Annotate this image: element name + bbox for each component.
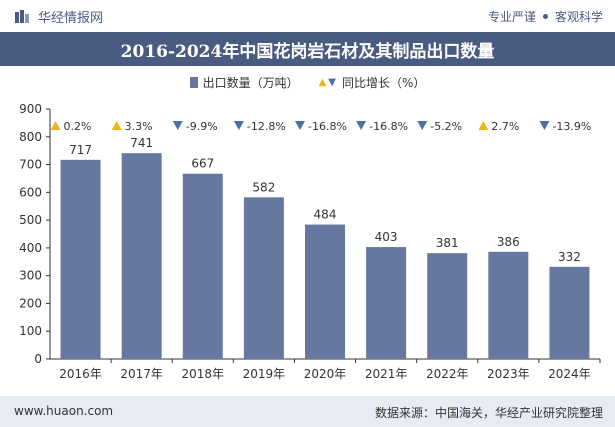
- bar-value-label: 484: [314, 208, 337, 222]
- bar-chart: 0 100 200 300 400 500 600 700 800 900 717 2016年 0.2%…: [19, 102, 601, 381]
- x-tick-label: 2019年: [243, 367, 286, 381]
- x-tick-label: 2023年: [487, 367, 530, 381]
- growth-label: 3.3%: [125, 120, 153, 133]
- y-tick-label: 400: [19, 241, 42, 255]
- growth-label: -16.8%: [308, 120, 347, 133]
- tagline-a: 专业严谨: [487, 10, 536, 24]
- legend: 出口数量（万吨） ▲ ▼ 同比增长（%）: [0, 72, 615, 92]
- growth-down-marker: [539, 121, 550, 130]
- growth-up-marker: [111, 121, 122, 130]
- x-tick-label: 2020年: [304, 367, 347, 381]
- chart-title: 2016-2024年中国花岗岩石材及其制品出口数量: [120, 41, 495, 62]
- growth-up-marker: [478, 121, 489, 130]
- bar-value-label: 667: [191, 157, 214, 171]
- growth-label: 2.7%: [491, 120, 519, 133]
- brand-logo-icon: [15, 9, 29, 23]
- legend-growth-label: 同比增长（%）: [342, 75, 426, 90]
- legend-bar-swatch: [189, 76, 198, 88]
- bar: [60, 159, 101, 359]
- x-tick-label: 2018年: [182, 367, 225, 381]
- legend-item-bar: 出口数量（万吨）: [189, 74, 299, 91]
- growth-down-marker: [233, 121, 244, 130]
- y-tick-label: 300: [19, 269, 42, 283]
- growth-up-marker: [50, 121, 61, 130]
- bar-value-label: 403: [375, 230, 398, 244]
- footer-website: www.huaon.com: [14, 404, 114, 418]
- y-tick-label: 700: [19, 158, 42, 172]
- y-tick-label: 900: [19, 102, 42, 116]
- x-tick-label: 2021年: [365, 367, 408, 381]
- bar: [243, 197, 284, 359]
- bar: [427, 253, 468, 359]
- y-tick-label: 800: [19, 130, 42, 144]
- brand: 华经情报网: [14, 7, 103, 26]
- growth-label: -9.9%: [186, 120, 218, 133]
- bar: [305, 224, 345, 359]
- growth-label: -13.9%: [552, 120, 591, 133]
- x-tick-label: 2016年: [59, 367, 102, 381]
- y-tick-label: 200: [19, 296, 42, 310]
- bar-value-label: 386: [497, 235, 520, 249]
- legend-item-growth: ▲ ▼ 同比增长（%）: [319, 74, 426, 91]
- bar-value-label: 381: [436, 236, 459, 250]
- growth-label: -5.2%: [430, 120, 462, 133]
- chart-title-bar: 2016-2024年中国花岗岩石材及其制品出口数量: [0, 32, 615, 66]
- bar: [488, 251, 529, 359]
- y-tick-label: 500: [19, 213, 42, 227]
- brand-name: 华经情报网: [38, 11, 104, 26]
- x-tick-label: 2017年: [120, 367, 163, 381]
- footer-source: 数据来源：中国海关，华经产业研究院整理: [374, 406, 603, 420]
- bar-value-label: 741: [130, 136, 153, 150]
- bar-value-label: 717: [69, 143, 92, 157]
- dot-icon: [542, 14, 548, 19]
- top-bar: 华经情报网 专业严谨 客观科学: [0, 0, 615, 32]
- legend-bar-label: 出口数量（万吨）: [202, 75, 299, 90]
- triangle-up-icon: ▲: [318, 76, 327, 88]
- y-tick-label: 0: [34, 352, 42, 366]
- bar: [121, 153, 162, 359]
- y-tick-label: 100: [19, 324, 42, 338]
- growth-down-marker: [356, 121, 367, 130]
- growth-down-marker: [417, 121, 428, 130]
- growth-label: -12.8%: [247, 120, 286, 133]
- growth-down-marker: [295, 121, 305, 130]
- growth-down-marker: [172, 121, 183, 130]
- y-tick-label: 600: [19, 185, 42, 199]
- x-tick-label: 2024年: [548, 367, 591, 381]
- bar-value-label: 582: [252, 180, 275, 194]
- bar: [549, 266, 590, 359]
- triangle-down-icon: ▼: [328, 76, 336, 88]
- growth-label: -16.8%: [369, 120, 408, 133]
- bar: [366, 247, 407, 359]
- footer: www.huaon.com 数据来源：中国海关，华经产业研究院整理: [0, 396, 615, 427]
- bar-value-label: 332: [558, 250, 581, 264]
- bar: [182, 173, 223, 359]
- tagline: 专业严谨 客观科学: [488, 8, 603, 25]
- growth-label: 0.2%: [64, 120, 92, 133]
- tagline-b: 客观科学: [554, 10, 603, 24]
- x-tick-label: 2022年: [426, 367, 469, 381]
